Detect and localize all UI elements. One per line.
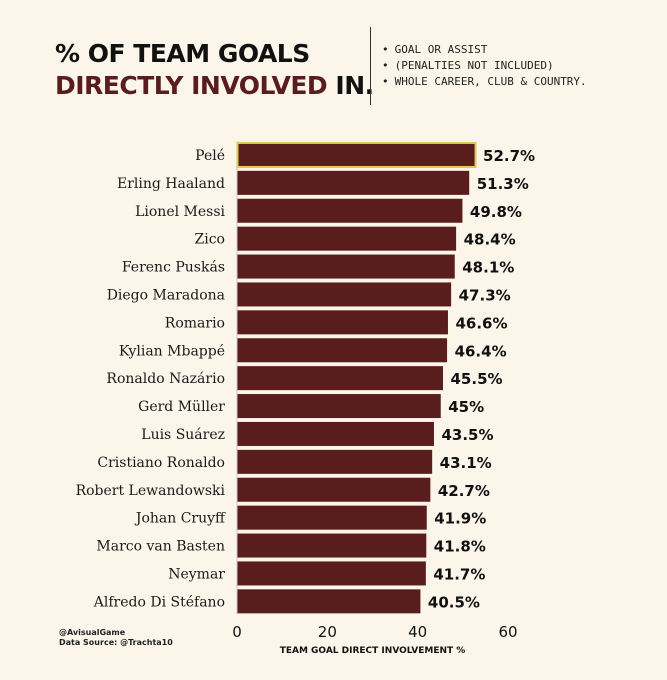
title-suffix: IN. bbox=[327, 71, 374, 100]
value-label: 48.4% bbox=[464, 231, 516, 249]
value-label: 52.7% bbox=[483, 147, 535, 165]
x-tick-label: 40 bbox=[408, 623, 427, 641]
category-label: Zico bbox=[195, 232, 225, 248]
chart-title: % OF TEAM GOALS DIRECTLY INVOLVED IN. bbox=[55, 38, 374, 102]
x-tick-label: 0 bbox=[232, 623, 242, 641]
category-label: Marco van Basten bbox=[96, 539, 225, 555]
category-label: Lionel Messi bbox=[135, 204, 225, 220]
category-label: Diego Maradona bbox=[107, 287, 225, 303]
note-item: WHOLE CAREER, CLUB & COUNTRY. bbox=[382, 74, 587, 90]
value-label: 47.3% bbox=[459, 286, 511, 304]
bar bbox=[237, 533, 427, 558]
category-label: Cristiano Ronaldo bbox=[97, 455, 225, 471]
bar bbox=[237, 394, 441, 419]
bar bbox=[236, 141, 477, 168]
note-item: (PENALTIES NOT INCLUDED) bbox=[382, 58, 587, 74]
value-label: 41.8% bbox=[434, 538, 486, 556]
value-label: 40.5% bbox=[428, 593, 480, 611]
bar bbox=[237, 449, 433, 474]
bar bbox=[237, 310, 448, 335]
bar bbox=[237, 226, 457, 251]
credit-handle: @AvisualGame bbox=[59, 628, 126, 637]
bar bbox=[237, 170, 470, 195]
x-tick-label: 60 bbox=[498, 623, 517, 641]
category-label: Erling Haaland bbox=[117, 176, 225, 192]
bar bbox=[237, 505, 427, 530]
value-label: 46.6% bbox=[455, 314, 507, 332]
category-label: Robert Lewandowski bbox=[76, 483, 226, 499]
category-label: Neymar bbox=[168, 566, 225, 582]
note-item: GOAL OR ASSIST bbox=[382, 42, 587, 58]
title-line-1: % OF TEAM GOALS bbox=[55, 39, 310, 68]
x-tick-label: 20 bbox=[318, 623, 337, 641]
bar bbox=[237, 421, 434, 446]
category-label: Romario bbox=[165, 315, 225, 331]
value-label: 49.8% bbox=[470, 203, 522, 221]
category-label: Pelé bbox=[195, 148, 225, 164]
bar bbox=[237, 338, 448, 363]
bar bbox=[237, 254, 455, 279]
bar bbox=[237, 589, 421, 614]
value-label: 46.4% bbox=[455, 342, 507, 360]
value-label: 41.9% bbox=[434, 510, 486, 528]
category-label: Alfredo Di Stéfano bbox=[93, 594, 225, 610]
title-highlight: DIRECTLY INVOLVED bbox=[55, 71, 328, 100]
bar bbox=[237, 366, 444, 391]
bar bbox=[237, 198, 463, 223]
category-label: Ronaldo Nazário bbox=[106, 371, 225, 387]
value-label: 51.3% bbox=[477, 175, 529, 193]
category-label: Gerd Müller bbox=[138, 399, 225, 415]
value-label: 43.1% bbox=[440, 454, 492, 472]
category-label: Luis Suárez bbox=[141, 427, 225, 443]
header-divider bbox=[370, 27, 371, 105]
value-label: 48.1% bbox=[462, 259, 514, 277]
value-label: 42.7% bbox=[438, 482, 490, 500]
category-label: Johan Cruyff bbox=[134, 511, 226, 527]
credits: @AvisualGame Data Source: @Trachta10 bbox=[59, 628, 173, 648]
value-label: 45.5% bbox=[451, 370, 503, 388]
category-label: Ferenc Puskás bbox=[122, 260, 225, 276]
category-label: Kylian Mbappé bbox=[119, 343, 225, 359]
notes-list: GOAL OR ASSIST (PENALTIES NOT INCLUDED) … bbox=[382, 42, 587, 90]
x-axis-title: TEAM GOAL DIRECT INVOLVEMENT % bbox=[279, 646, 466, 656]
bar bbox=[237, 477, 431, 502]
value-label: 45% bbox=[448, 398, 484, 416]
value-label: 41.7% bbox=[433, 565, 485, 583]
data-source: Data Source: @Trachta10 bbox=[59, 638, 173, 647]
bar bbox=[237, 561, 426, 586]
value-label: 43.5% bbox=[441, 426, 493, 444]
bar bbox=[237, 282, 452, 307]
